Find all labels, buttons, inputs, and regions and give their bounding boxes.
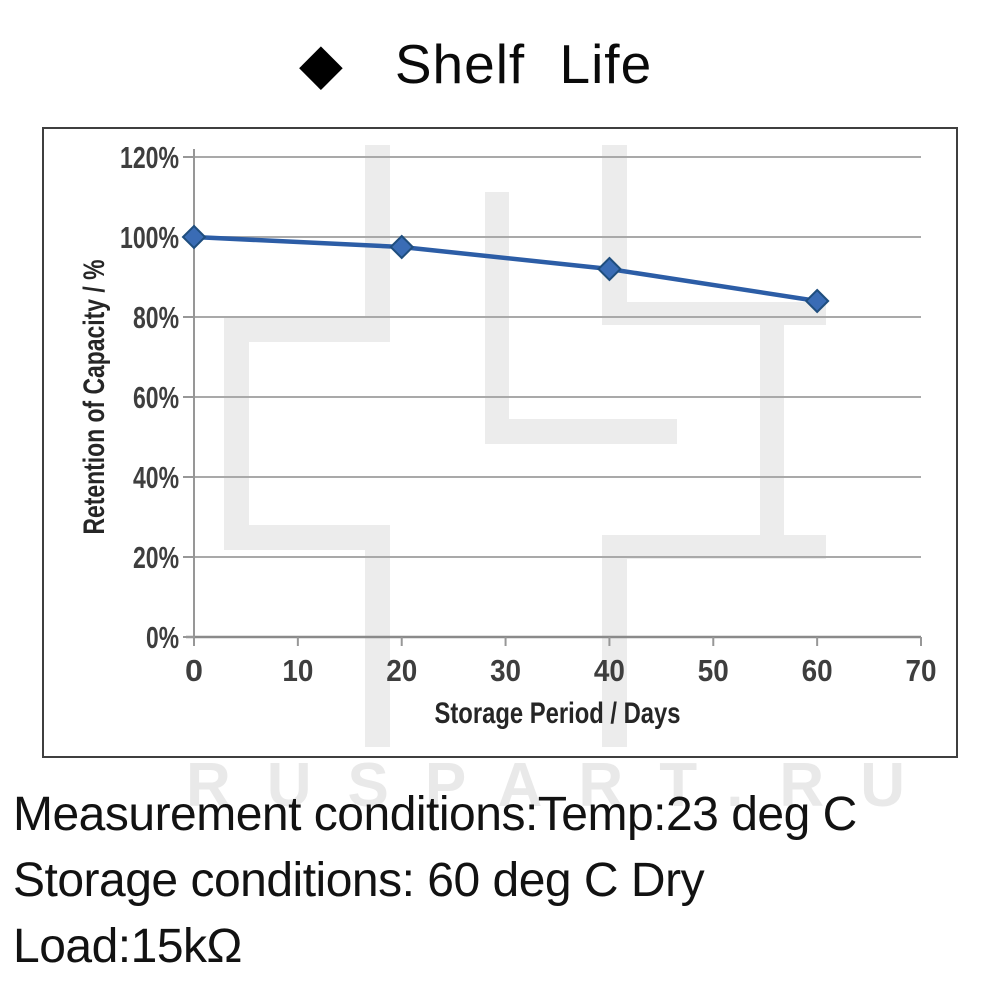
shelf-life-chart: 0% 20% 40% 60% 80% 100% 120% 0 10 20 30 40 50 60 70 Sto… [78,140,937,747]
page-title: Shelf Life [394,33,653,95]
svg-text:60: 60 [802,653,833,688]
watermark-logo [224,145,826,747]
conditions-block: Measurement conditions:Temp:23 deg C Sto… [13,782,857,980]
load-line: Load:15kΩ [13,920,242,973]
storage-conditions-line: Storage conditions: 60 deg C Dry [13,854,705,907]
svg-text:20%: 20% [133,540,179,575]
svg-text:Storage Period / Days: Storage Period / Days [435,697,681,730]
svg-text:120%: 120% [120,140,179,175]
svg-text:40: 40 [594,653,625,688]
measurement-conditions-line: Measurement conditions:Temp:23 deg C [13,788,857,841]
svg-text:50: 50 [698,653,729,688]
diamond-bullet-icon: ◆ [299,31,343,96]
svg-text:20: 20 [386,653,417,688]
svg-text:80%: 80% [133,300,179,335]
svg-text:10: 10 [282,653,313,688]
chart-header: ◆ Shelf Life [299,28,652,100]
chart-panel: 0% 20% 40% 60% 80% 100% 120% 0 10 20 30 40 50 60 70 Sto… [42,127,958,758]
watermark-text: RUSPART.RU [186,751,941,820]
svg-text:0%: 0% [146,620,179,655]
svg-text:30: 30 [490,653,521,688]
svg-text:Retention of Capacity / %: Retention of Capacity / % [78,260,111,535]
plot-area: 0% 20% 40% 60% 80% 100% 120% 0 10 20 30 40 50 60 70 Sto… [78,140,937,730]
svg-text:100%: 100% [120,220,179,255]
svg-text:60%: 60% [133,380,179,415]
svg-text:0: 0 [185,653,203,688]
svg-text:70: 70 [906,653,937,688]
svg-text:40%: 40% [133,460,179,495]
